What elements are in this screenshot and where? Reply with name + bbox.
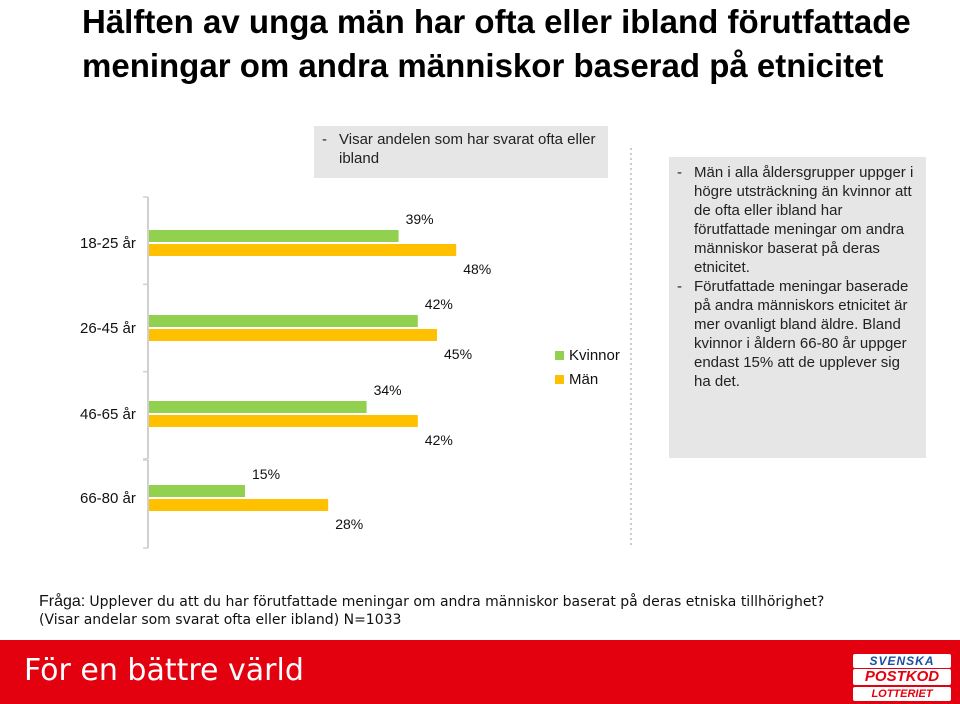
legend-swatch: [555, 375, 564, 384]
category-label: 66-80 år: [80, 490, 136, 507]
postkodlotteriet-logo: SVENSKA POSTKOD LOTTERIET: [853, 652, 951, 701]
question-text: Upplever du att du har förutfattade meni…: [89, 594, 825, 610]
bar-man: [149, 244, 457, 256]
legend-label: Män: [569, 371, 598, 388]
legend-label: Kvinnor: [569, 347, 620, 364]
subtitle-text: Visar andelen som har svarat ofta eller …: [339, 131, 596, 167]
logo-line: LOTTERIET: [853, 687, 951, 701]
legend-swatch: [555, 351, 564, 360]
subtitle-dash: -: [322, 131, 327, 148]
bar-kvinnor: [149, 230, 399, 242]
data-label: 45%: [444, 346, 472, 362]
note-item: - Förutfattade meningar baserade på andr…: [677, 277, 918, 391]
footer-sample-note: (Visar andelar som svarat ofta eller ibl…: [39, 612, 402, 628]
data-label: 39%: [406, 211, 434, 227]
notes-box: - Män i alla åldersgrupper uppger i högr…: [669, 157, 926, 458]
category-label: 18-25 år: [80, 235, 136, 252]
note-dash: -: [677, 278, 682, 295]
data-label: 34%: [374, 382, 402, 398]
logo-line: SVENSKA: [853, 654, 951, 668]
bar-man: [149, 415, 418, 427]
chart-subtitle: - Visar andelen som har svarat ofta elle…: [322, 130, 600, 168]
question-label: Fråga:: [39, 593, 86, 610]
bar-kvinnor: [149, 315, 418, 327]
bar-man: [149, 499, 329, 511]
footer-question: Fråga: Upplever du att du har förutfatta…: [39, 592, 824, 612]
logo-line: POSTKOD: [853, 669, 951, 685]
page-title: Hälften av unga män har ofta eller iblan…: [82, 3, 911, 84]
note-item: - Män i alla åldersgrupper uppger i högr…: [677, 163, 918, 277]
data-label: 48%: [463, 261, 491, 277]
data-label: 42%: [425, 432, 453, 448]
category-label: 26-45 år: [80, 320, 136, 337]
chart-subtitle-box: - Visar andelen som har svarat ofta elle…: [314, 126, 608, 178]
note-text: Förutfattade meningar baserade på andra …: [694, 278, 909, 390]
footer-brand-bar: [0, 640, 960, 704]
brand-tagline: För en bättre värld: [24, 653, 304, 688]
note-dash: -: [677, 164, 682, 181]
bar-kvinnor: [149, 485, 245, 497]
data-label: 42%: [425, 296, 453, 312]
data-label: 15%: [252, 466, 280, 482]
bar-man: [149, 329, 437, 341]
note-text: Män i alla åldersgrupper uppger i högre …: [694, 164, 914, 276]
bar-kvinnor: [149, 401, 367, 413]
data-label: 28%: [335, 516, 363, 532]
category-label: 46-65 år: [80, 406, 136, 423]
